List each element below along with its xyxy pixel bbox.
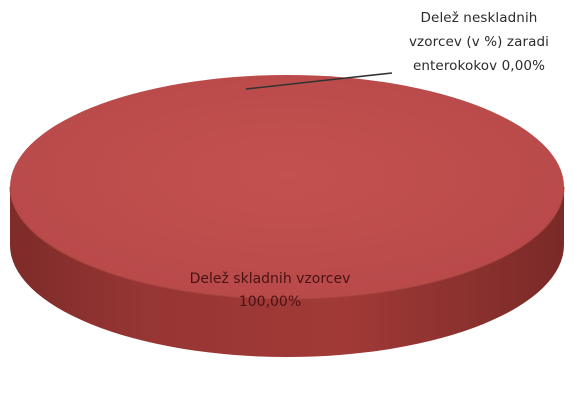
pie-slice-skladni bbox=[10, 75, 564, 299]
data-label-skladni-line-1: Delež skladnih vzorcev bbox=[189, 271, 351, 287]
data-label-skladni: Delež skladnih vzorcev 100,00% bbox=[120, 268, 420, 314]
data-label-neskladni: Delež neskladnih vzorcev (v %) zaradi en… bbox=[388, 6, 570, 78]
data-label-neskladni-line-1: Delež neskladnih bbox=[420, 10, 538, 26]
data-label-neskladni-line-3: enterokokov 0,00% bbox=[412, 58, 546, 74]
pie-rim bbox=[9, 186, 565, 300]
leader-line bbox=[245, 72, 393, 90]
data-label-skladni-line-2: 100,00% bbox=[238, 294, 302, 310]
pie-body bbox=[9, 75, 565, 357]
pie-side-wall bbox=[10, 187, 564, 357]
data-label-neskladni-line-2: vzorcev (v %) zaradi bbox=[408, 34, 550, 50]
